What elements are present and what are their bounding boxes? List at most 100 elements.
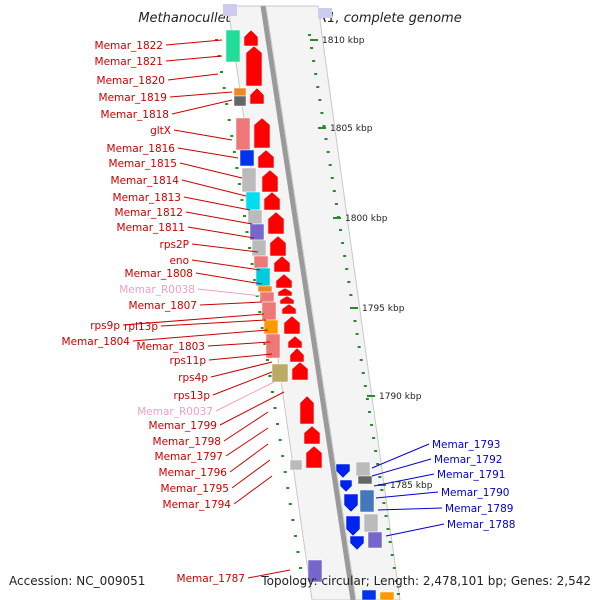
leader-line bbox=[183, 196, 251, 211]
leader-line bbox=[173, 129, 233, 141]
gene-label-left[interactable]: Memar_1815 bbox=[109, 158, 177, 170]
genome-info-text: Topology: circular; Length: 2,478,101 bp… bbox=[260, 574, 591, 588]
forward-gene-arrow bbox=[263, 191, 281, 211]
gene-label-left[interactable]: Memar_1816 bbox=[107, 143, 176, 155]
gene-label-left[interactable]: Memar_1819 bbox=[99, 92, 167, 104]
leader-line bbox=[375, 491, 439, 499]
leader-line bbox=[160, 319, 267, 327]
leader-line bbox=[208, 353, 273, 361]
gene-block bbox=[307, 559, 323, 583]
forward-gene-arrow bbox=[273, 255, 291, 273]
leader-line bbox=[371, 443, 430, 469]
gene-label-right[interactable]: Memar_1793 bbox=[432, 439, 500, 451]
gene-label-left[interactable]: Memar_1820 bbox=[97, 75, 165, 87]
gene-block bbox=[233, 95, 247, 107]
scale-tick-label: 1810 kbp bbox=[322, 36, 365, 46]
gene-label-left[interactable]: Memar_1812 bbox=[115, 207, 183, 219]
reverse-gene-arrow bbox=[345, 515, 361, 537]
gene-block bbox=[367, 531, 383, 549]
label-leaders bbox=[122, 39, 445, 579]
gene-label-left[interactable]: Memar_1799 bbox=[149, 420, 217, 432]
leader-line bbox=[210, 361, 273, 378]
scale-tick-label: 1795 kbp bbox=[362, 304, 405, 314]
forward-gene-arrow bbox=[299, 395, 315, 425]
gene-label-left[interactable]: Memar_1808 bbox=[125, 268, 193, 280]
gene-block bbox=[245, 191, 261, 211]
leader-line bbox=[371, 458, 432, 477]
gene-label-right[interactable]: Memar_1788 bbox=[447, 519, 515, 531]
forward-gene-arrow bbox=[279, 295, 295, 305]
leader-line bbox=[231, 459, 271, 489]
gene-block bbox=[265, 333, 281, 359]
gene-block bbox=[289, 459, 303, 471]
gene-label-left[interactable]: gltX bbox=[150, 125, 171, 137]
forward-gene-arrow bbox=[249, 87, 265, 105]
forward-gene-arrow bbox=[245, 45, 263, 87]
gene-label-left[interactable]: Memar_1811 bbox=[117, 222, 185, 234]
leader-line bbox=[191, 259, 261, 271]
gene-block bbox=[355, 461, 371, 477]
gene-label-left[interactable]: rps4p bbox=[178, 372, 208, 384]
gene-label-right[interactable]: Memar_1791 bbox=[437, 469, 505, 481]
leader-line bbox=[377, 507, 443, 511]
scale-tick-label: 1790 kbp bbox=[379, 392, 422, 402]
gene-label-left[interactable]: Memar_1822 bbox=[95, 40, 163, 52]
gene-block bbox=[223, 4, 237, 16]
forward-gene-arrow bbox=[253, 117, 271, 149]
gene-block bbox=[233, 87, 247, 97]
gene-block bbox=[363, 513, 379, 533]
leader-line bbox=[229, 443, 269, 473]
gene-label-left[interactable]: Memar_1794 bbox=[163, 499, 232, 511]
gene-label-left[interactable]: eno bbox=[169, 255, 189, 267]
leader-line bbox=[212, 371, 273, 396]
gene-label-left[interactable]: Memar_1796 bbox=[159, 467, 228, 479]
gene-label-left[interactable]: Memar_1795 bbox=[161, 483, 229, 495]
gene-block bbox=[235, 117, 251, 151]
gene-label-left[interactable]: Memar_1821 bbox=[95, 56, 163, 68]
gene-label-left[interactable]: rps13p bbox=[174, 390, 211, 402]
forward-gene-arrow bbox=[267, 211, 285, 235]
left-gene-labels: Memar_1822 Memar_1821 Memar_1820 Memar_1819… bbox=[62, 40, 245, 585]
gene-label-left[interactable]: Memar_1807 bbox=[129, 300, 197, 312]
left-gene-track bbox=[225, 29, 323, 583]
gene-block bbox=[359, 489, 375, 513]
gene-block bbox=[379, 591, 395, 600]
gene-label-left[interactable]: rps11p bbox=[170, 355, 207, 367]
gene-label-left[interactable]: Memar_R0038 bbox=[119, 284, 195, 296]
gene-label-right[interactable]: Memar_1790 bbox=[441, 487, 509, 499]
gene-label-left[interactable]: Memar_1803 bbox=[137, 341, 205, 353]
gene-block bbox=[357, 475, 373, 485]
gene-label-left[interactable]: Memar_1797 bbox=[155, 451, 223, 463]
forward-gene-arrow bbox=[269, 235, 287, 257]
leader-line bbox=[167, 73, 219, 81]
leader-line bbox=[247, 569, 291, 579]
gene-label-left[interactable]: Memar_1787 bbox=[177, 573, 245, 585]
gene-label-left[interactable]: rps2P bbox=[160, 239, 189, 251]
leader-line bbox=[233, 475, 273, 505]
leader-line bbox=[207, 341, 271, 347]
gene-label-left[interactable]: Memar_1813 bbox=[113, 192, 181, 204]
leader-line bbox=[187, 226, 255, 239]
gene-label-left[interactable]: Memar_R0037 bbox=[137, 406, 213, 418]
leader-line bbox=[373, 473, 435, 487]
gene-label-left[interactable]: rpl13p bbox=[124, 321, 158, 333]
gene-label-right[interactable]: Memar_1792 bbox=[434, 454, 502, 466]
gene-label-left[interactable]: Memar_1818 bbox=[101, 109, 169, 121]
gene-block bbox=[251, 239, 267, 257]
forward-gene-arrow bbox=[261, 169, 279, 193]
leader-line bbox=[165, 39, 223, 46]
forward-gene-arrow bbox=[277, 287, 293, 297]
reverse-gene-arrow bbox=[349, 535, 365, 551]
gene-label-left[interactable]: Memar_1804 bbox=[62, 336, 131, 348]
accession-text: Accession: NC_009051 bbox=[9, 574, 145, 588]
leader-line bbox=[215, 381, 275, 412]
gene-label-left[interactable]: rps9p bbox=[90, 320, 120, 332]
gene-block bbox=[253, 255, 269, 269]
gene-block bbox=[259, 291, 275, 303]
leader-line bbox=[225, 427, 269, 457]
gene-label-left[interactable]: Memar_1814 bbox=[111, 175, 180, 187]
scale-ticks: 1810 kbp 1805 kbp 1800 kbp 1795 kbp 1790 kbp… bbox=[215, 34, 433, 595]
gene-label-right[interactable]: Memar_1789 bbox=[445, 503, 513, 515]
gene-label-left[interactable]: Memar_1798 bbox=[153, 436, 221, 448]
leader-line bbox=[195, 272, 263, 285]
